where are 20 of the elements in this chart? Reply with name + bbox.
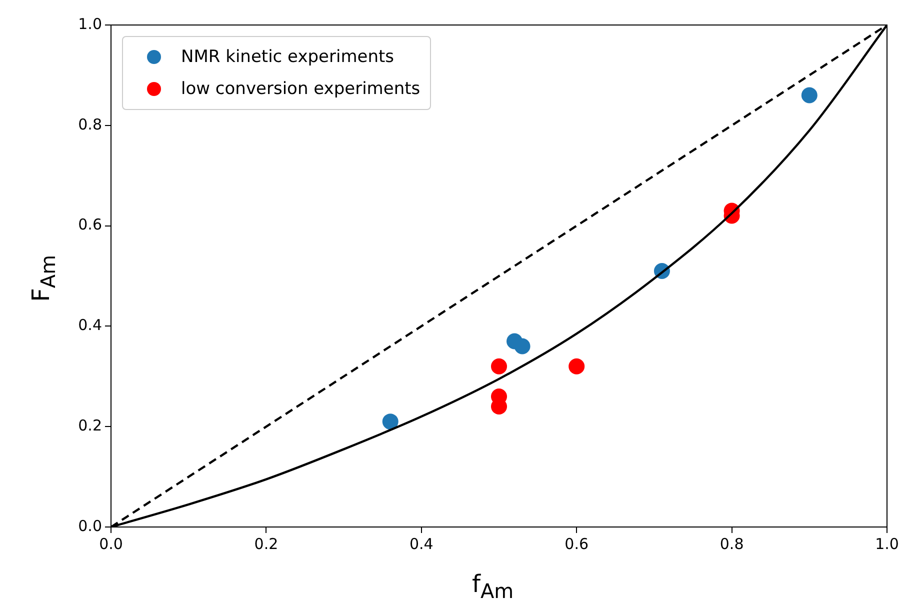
x-tick-label: 0.6 <box>564 534 589 553</box>
x-tick-label: 0.8 <box>720 534 744 553</box>
x-axis-title: f$_{Am}$ <box>472 570 514 603</box>
legend-label: NMR kinetic experiments <box>181 47 394 67</box>
x-tick-label: 0.0 <box>99 534 123 553</box>
x-tick-label: 0.2 <box>254 534 278 553</box>
x-tick-label: 0.4 <box>409 534 434 553</box>
point <box>568 358 585 374</box>
y-tick-label: 0.4 <box>78 316 102 334</box>
point <box>382 414 398 430</box>
point <box>491 358 507 374</box>
y-tick-label: 0.2 <box>78 416 102 434</box>
legend-label: low conversion experiments <box>181 79 420 99</box>
y-tick-label: 1.0 <box>78 14 102 33</box>
point <box>514 338 530 354</box>
y-tick-label: 0.0 <box>78 516 102 535</box>
y-tick-label: 0.6 <box>78 216 102 234</box>
point <box>801 87 818 104</box>
y-tick-label: 0.8 <box>78 115 102 134</box>
x-tick-label: 1.0 <box>875 534 899 553</box>
